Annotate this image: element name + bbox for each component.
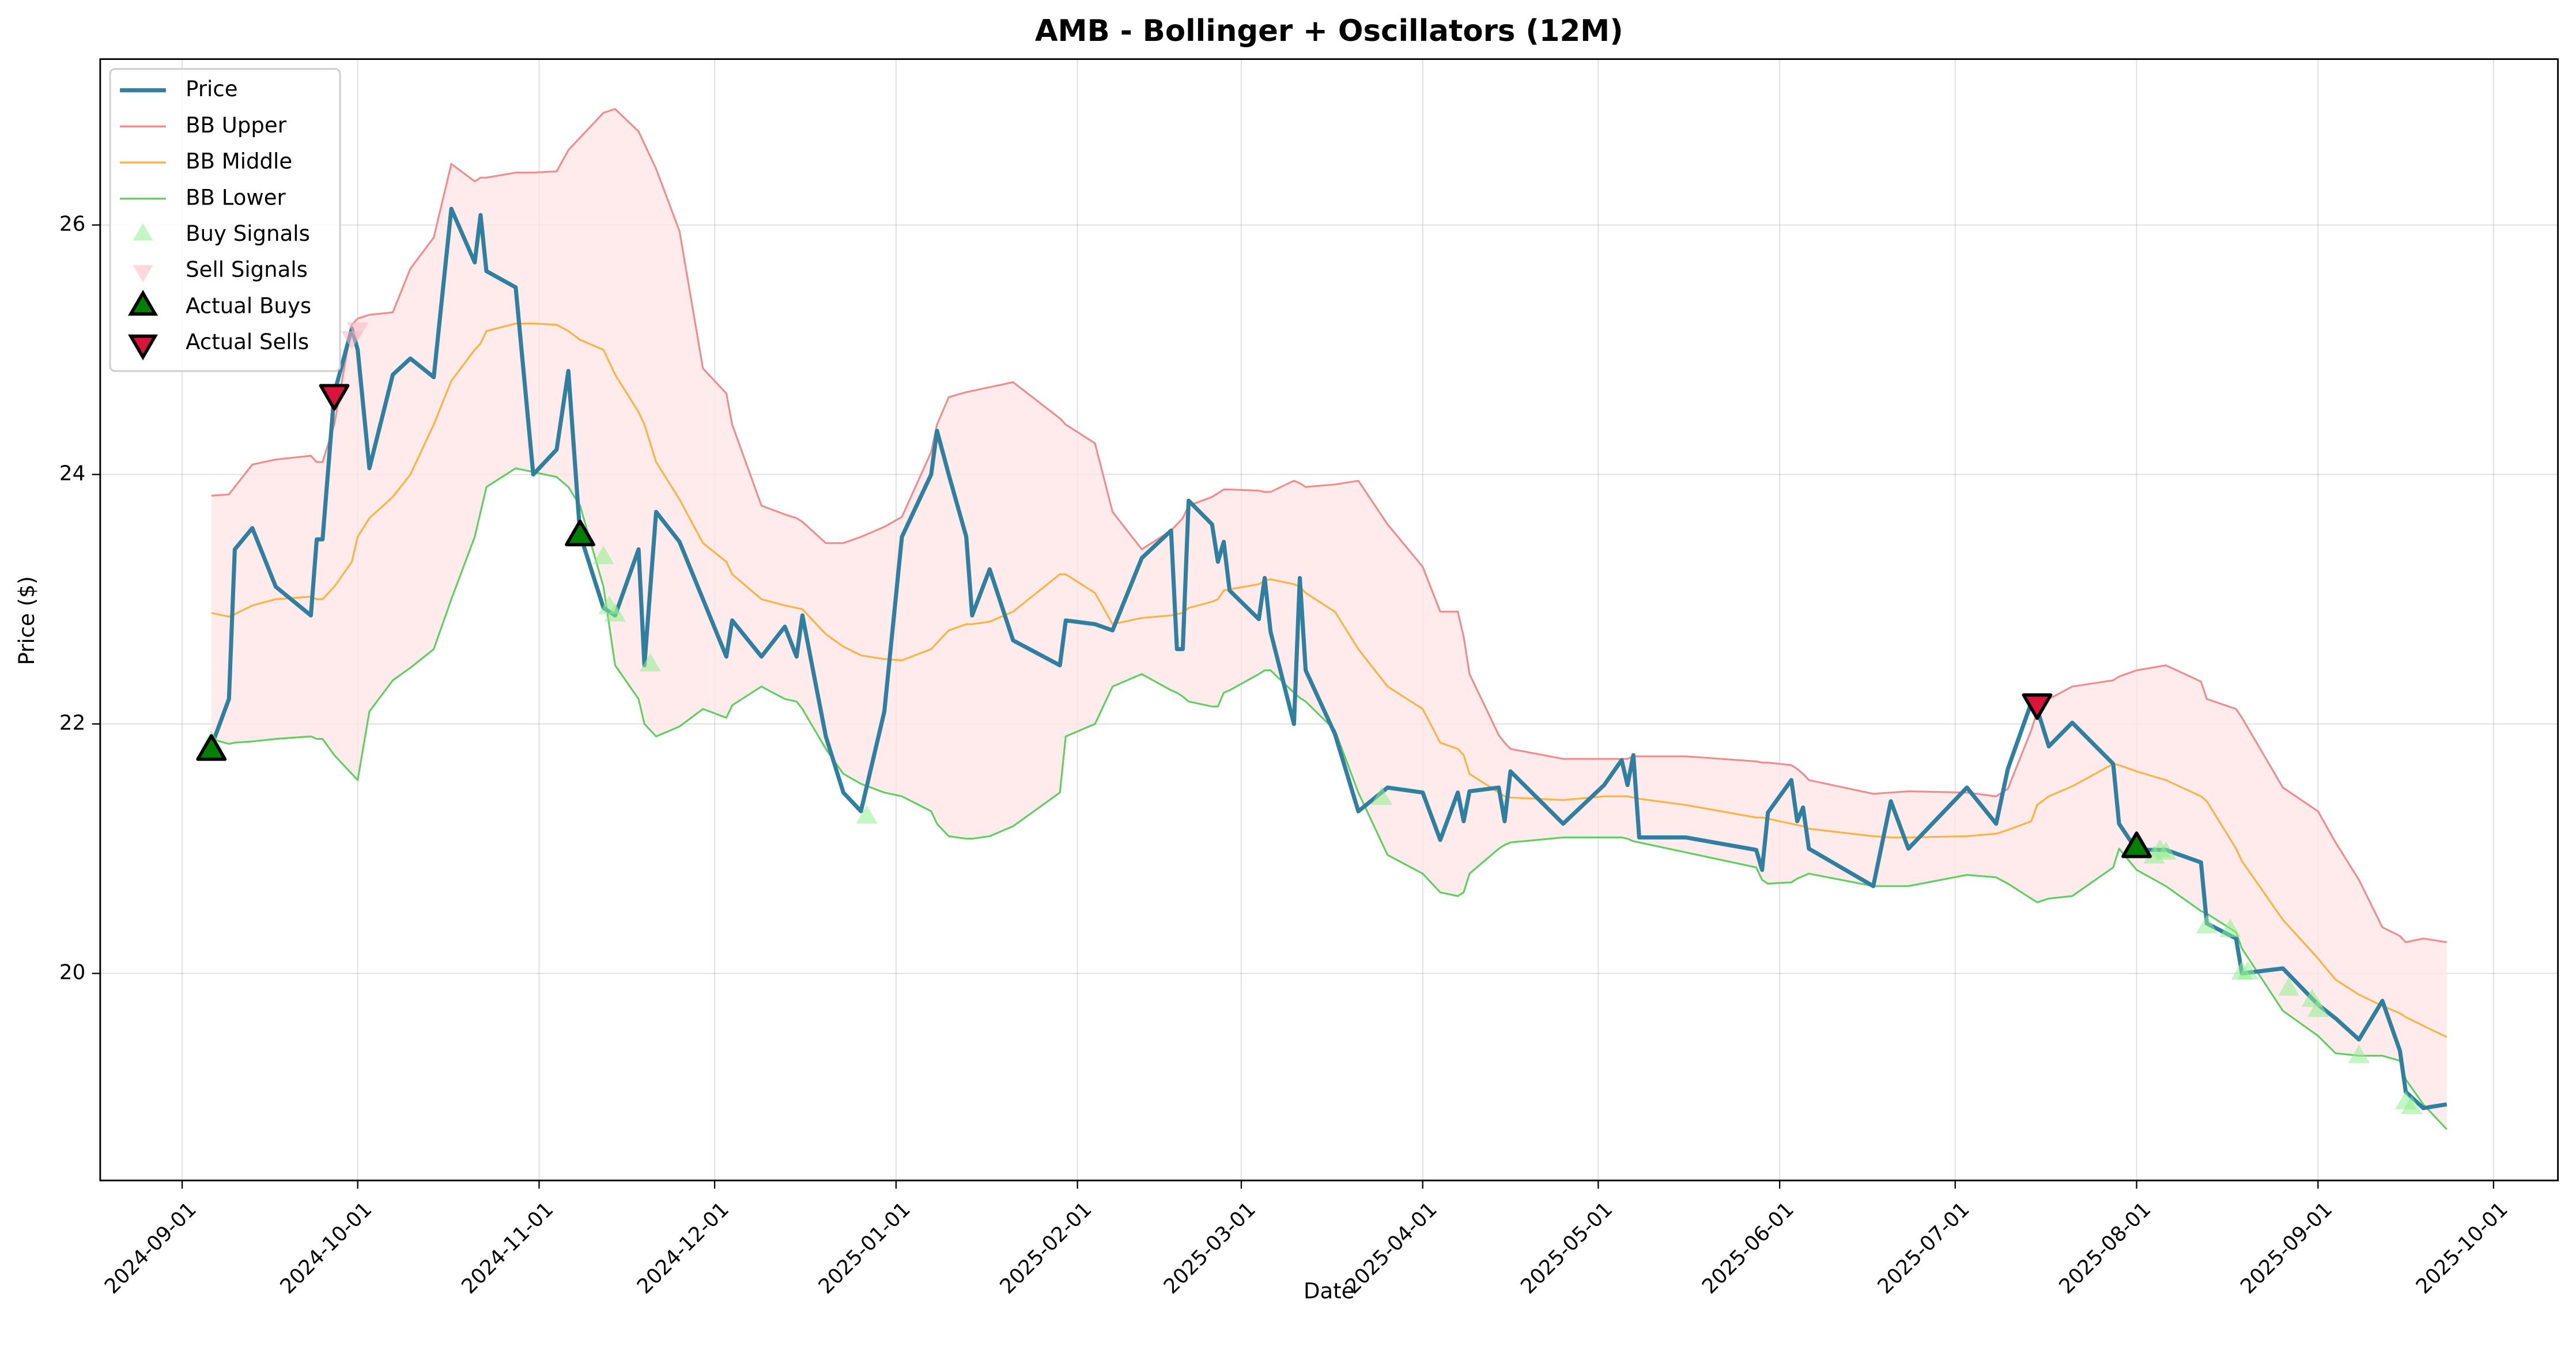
- signal-marker: [2277, 977, 2300, 996]
- signal-marker: [2401, 1096, 2423, 1115]
- y-axis-label: Price ($): [14, 576, 39, 665]
- legend-marker: [127, 334, 158, 361]
- signal-marker: [856, 805, 878, 824]
- legend-label: Price: [186, 77, 237, 101]
- signal-marker: [2307, 998, 2329, 1017]
- y-tick-label: 24: [59, 462, 85, 486]
- y-tick-label: 22: [59, 712, 85, 735]
- line-series: [211, 108, 2447, 944]
- signal-marker: [2196, 915, 2218, 934]
- x-axis-label: Date: [1304, 1278, 1355, 1303]
- signal-marker: [347, 322, 369, 341]
- signal-marker: [565, 519, 595, 547]
- signal-marker: [2348, 1045, 2370, 1064]
- signal-marker: [2121, 831, 2152, 858]
- signal-marker: [2219, 918, 2241, 937]
- legend-label: BB Lower: [186, 185, 286, 210]
- legend-label: Sell Signals: [186, 258, 308, 282]
- signal-marker: [604, 603, 626, 622]
- legend-marker: [127, 290, 158, 316]
- plot-frame: [99, 58, 2559, 1182]
- signal-marker: [2237, 961, 2259, 980]
- line-series: [211, 467, 2447, 1130]
- signal-marker: [592, 546, 614, 565]
- legend-box: [109, 68, 341, 372]
- signal-marker: [1371, 786, 1393, 805]
- signal-marker: [2022, 693, 2053, 720]
- legend-label: Actual Sells: [186, 330, 309, 354]
- legend-marker: [133, 223, 153, 241]
- chart-title: AMB - Bollinger + Oscillators (12M): [1035, 14, 1623, 48]
- band-fill: [211, 109, 2447, 1130]
- y-tick-label: 26: [59, 213, 85, 236]
- signal-marker: [2155, 841, 2177, 860]
- legend-label: BB Middle: [186, 149, 292, 174]
- legend-marker: [133, 265, 153, 283]
- signal-marker: [196, 734, 227, 761]
- line-series: [211, 323, 2447, 1038]
- legend-label: BB Upper: [186, 113, 287, 138]
- legend-label: Actual Buys: [186, 293, 311, 318]
- signal-marker: [319, 384, 350, 411]
- y-tick-label: 20: [59, 961, 85, 985]
- signal-marker: [639, 653, 661, 672]
- legend-label: Buy Signals: [186, 221, 310, 246]
